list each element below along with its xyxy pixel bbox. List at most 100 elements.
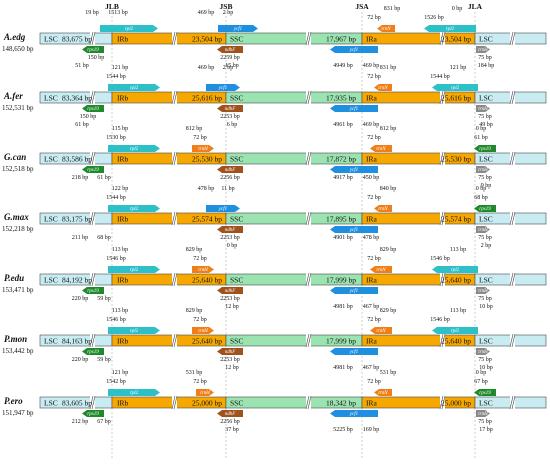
break-gap — [440, 91, 445, 104]
bp-annotation: 2 bp — [223, 10, 234, 16]
break-mark — [173, 90, 178, 105]
break-mark — [305, 90, 310, 105]
bp-annotation: 1544 bp — [430, 74, 450, 80]
bp-annotation: 12 bp — [225, 365, 239, 371]
gene-trnh — [192, 327, 214, 334]
break-mark — [509, 31, 514, 46]
bp-annotation: 10 bp — [479, 365, 493, 371]
bp-annotation: 812 bp — [186, 126, 203, 132]
gene-label: trnN — [378, 391, 388, 396]
region-label-ssc: SSC — [230, 154, 243, 163]
gene-label: trnN — [376, 329, 386, 334]
junction-header-jsa: JSA — [355, 2, 369, 11]
gene-label: trnN — [378, 207, 388, 212]
break-mark — [441, 272, 446, 287]
break-mark — [441, 211, 446, 226]
region-label-lsc-end: LSC — [479, 93, 493, 102]
break-mark — [171, 272, 176, 287]
region-label-irb: IRb — [117, 93, 129, 102]
bp-annotation: 122 bp — [112, 186, 129, 192]
region-label-irb: IRb — [117, 336, 129, 345]
gene-rps19 — [474, 389, 496, 396]
gene-label: ycf1 — [349, 48, 358, 53]
gene-label: ndhF — [225, 48, 237, 53]
species-name: P.ero — [4, 396, 23, 406]
gene-label: trnN — [376, 147, 386, 152]
bp-annotation: 829 bp — [186, 247, 203, 253]
gene-label: trnH — [478, 107, 488, 112]
gene-trnh — [192, 266, 214, 273]
region-label-lsc: LSC — [44, 398, 58, 407]
region-label-lsc: LSC — [44, 336, 58, 345]
gene-label: ycf1 — [218, 207, 227, 212]
region-label-irb: IRb — [117, 398, 129, 407]
bp-annotation: 2253 bp — [220, 296, 240, 302]
bp-annotation: 72 bp — [367, 74, 381, 80]
ira-length: 25,000 bp — [441, 398, 471, 407]
break-mark — [307, 333, 312, 348]
break-gap — [90, 396, 95, 409]
bp-annotation: 478 bp — [363, 235, 380, 241]
break-mark — [439, 151, 444, 166]
bp-annotation: 1544 bp — [106, 195, 126, 201]
gene-ndhf — [217, 105, 243, 112]
bp-annotation: 2256 bp — [220, 175, 240, 181]
bp-annotation: 0 bp — [476, 126, 487, 132]
bp-annotation: 67 bp — [474, 379, 488, 385]
break-mark — [509, 395, 514, 410]
bp-annotation: 220 bp — [72, 357, 89, 363]
bp-annotation: 467 bp — [363, 304, 380, 310]
bp-annotation: 4981 bp — [333, 304, 353, 310]
break-mark — [509, 211, 514, 226]
break-mark — [305, 211, 310, 226]
gene-ndhf — [217, 226, 243, 233]
bp-annotation: 72 bp — [367, 15, 381, 21]
bp-annotation: 2253 bp — [220, 235, 240, 241]
break-mark — [91, 211, 96, 226]
bp-annotation: 75 bp — [478, 235, 492, 241]
bp-annotation: 121 bp — [450, 65, 467, 71]
gene-label: rpl2 — [446, 27, 455, 32]
irb-length: 25,574 bp — [192, 214, 222, 223]
lsc-length: 84,163 bp — [62, 336, 92, 345]
break-mark — [439, 395, 444, 410]
gene-label: rps19 — [87, 168, 99, 173]
bp-annotation: 113 bp — [112, 247, 128, 253]
gene-rpl2 — [108, 327, 160, 334]
gene-rps19 — [82, 287, 104, 294]
gene-trnn — [370, 145, 392, 152]
gene-ndhf — [217, 166, 243, 173]
region-label-irb: IRb — [117, 275, 129, 284]
gene-rps19 — [474, 145, 496, 152]
break-mark — [89, 333, 94, 348]
region-label-lsc-end: LSC — [479, 154, 493, 163]
bp-annotation: 218 bp — [72, 175, 89, 181]
ssc-length: 17,872 bp — [326, 154, 356, 163]
gene-label: rpl2 — [451, 86, 460, 91]
bp-annotation: 0 bp — [227, 243, 238, 249]
gene-rpl2 — [108, 205, 160, 212]
gene-label: rps19 — [87, 289, 99, 294]
gene-ycf1 — [206, 205, 240, 212]
genome-length: 152,518 bp — [2, 165, 34, 173]
break-gap — [306, 91, 311, 104]
break-mark — [511, 333, 516, 348]
region-label-ira: IRa — [366, 398, 378, 407]
break-mark — [307, 211, 312, 226]
break-mark — [173, 211, 178, 226]
bp-annotation: 469 bp — [198, 65, 215, 71]
gene-rpl2 — [432, 84, 478, 91]
gene-label: trnH — [478, 412, 488, 417]
break-gap — [90, 334, 95, 347]
gene-label: rpl2 — [130, 391, 139, 396]
gene-label: rpl2 — [130, 207, 139, 212]
break-mark — [439, 333, 444, 348]
gene-trnh — [476, 166, 490, 173]
break-gap — [510, 334, 515, 347]
gene-label: rpl2 — [130, 268, 139, 273]
irb-length: 23,504 bp — [192, 34, 222, 43]
genome-row: A.edg 148,650 bp LSC 83,675 bp IRb 23,504 bp S… — [2, 6, 547, 69]
bp-annotation: 75 bp — [478, 357, 492, 363]
gene-rpl2 — [108, 389, 160, 396]
